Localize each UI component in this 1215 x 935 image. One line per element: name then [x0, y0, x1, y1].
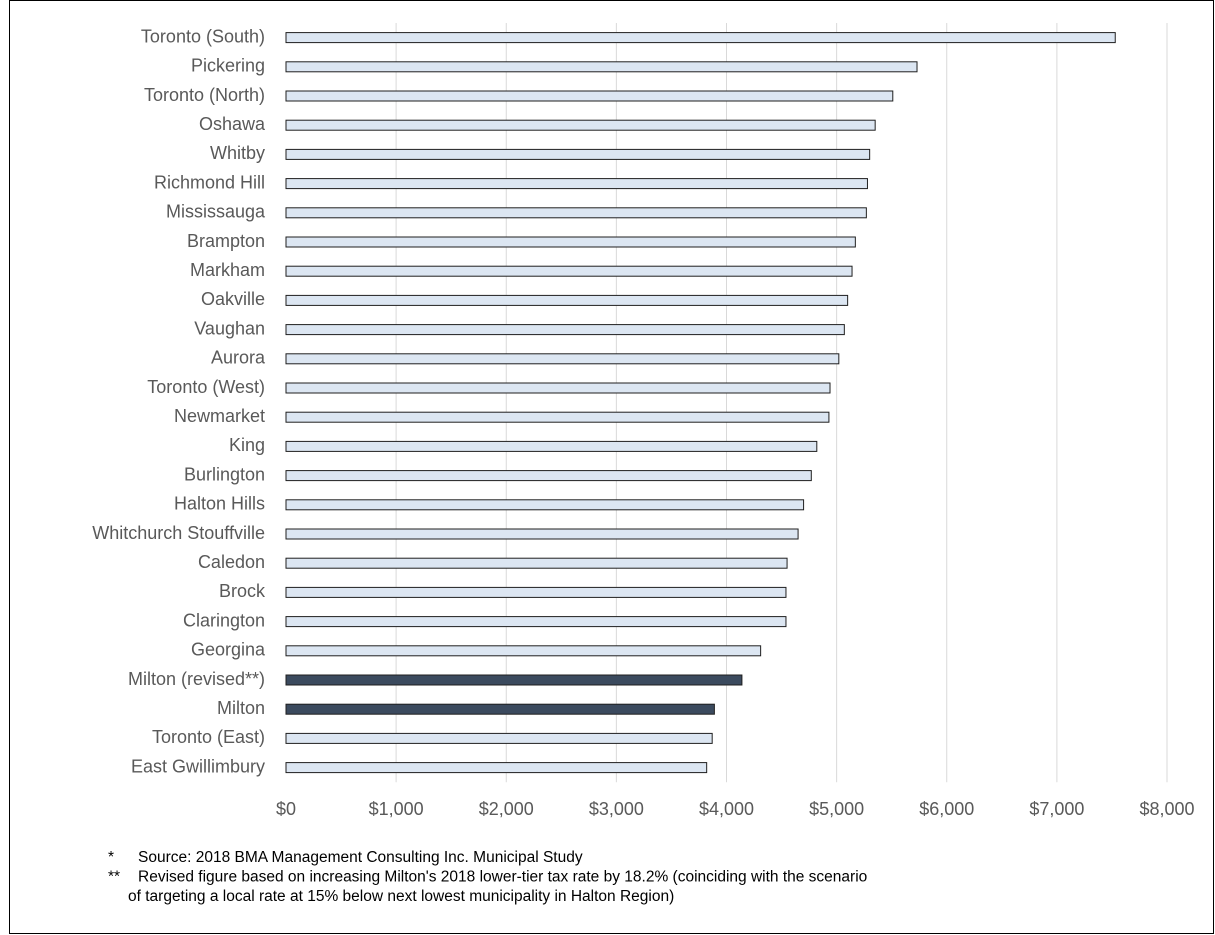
- x-tick-label: $8,000: [1139, 799, 1194, 819]
- category-label: Georgina: [191, 640, 266, 660]
- bar: [285, 557, 788, 569]
- x-tick-label: $7,000: [1029, 799, 1084, 819]
- note-marker: *: [108, 849, 114, 866]
- category-label: East Gwillimbury: [131, 756, 265, 776]
- category-label: Richmond Hill: [154, 172, 265, 192]
- category-label: Toronto (East): [152, 727, 265, 747]
- bar: [285, 265, 853, 277]
- bar: [285, 236, 856, 248]
- x-tick-label: $1,000: [369, 799, 424, 819]
- category-label: Milton (revised**): [128, 669, 265, 689]
- category-label: Toronto (South): [141, 26, 265, 46]
- note-text: Revised figure based on increasing Milto…: [138, 869, 867, 886]
- bar: [285, 616, 787, 628]
- bar: [285, 324, 845, 336]
- bar: [285, 90, 894, 102]
- category-label: Burlington: [184, 464, 265, 484]
- category-label: Vaughan: [194, 318, 265, 338]
- bar: [285, 703, 715, 715]
- bar: [285, 382, 831, 394]
- category-label: Clarington: [183, 610, 265, 630]
- bar: [285, 207, 867, 219]
- category-label: Whitchurch Stouffville: [92, 523, 265, 543]
- category-label: Newmarket: [174, 406, 265, 426]
- note-marker: **: [108, 869, 120, 886]
- x-tick-label: $2,000: [479, 799, 534, 819]
- category-label: Mississauga: [166, 202, 266, 222]
- bar: [285, 61, 918, 73]
- bar: [285, 178, 868, 190]
- bar: [285, 499, 805, 511]
- x-tick-label: $5,000: [809, 799, 864, 819]
- category-label: Oshawa: [199, 114, 266, 134]
- x-tick-label: $4,000: [699, 799, 754, 819]
- bar: [285, 294, 849, 306]
- bar: [285, 470, 812, 482]
- category-label: Aurora: [211, 348, 266, 368]
- x-tick-label: $0: [276, 799, 296, 819]
- category-label: Brock: [219, 581, 266, 601]
- x-tick-label: $3,000: [589, 799, 644, 819]
- bar: [285, 353, 840, 365]
- note-text: Source: 2018 BMA Management Consulting I…: [138, 849, 583, 866]
- category-label: Oakville: [201, 289, 265, 309]
- x-tick-label: $6,000: [919, 799, 974, 819]
- bar: [285, 645, 762, 657]
- bar: [285, 411, 830, 423]
- bar: [285, 674, 743, 686]
- category-label: Halton Hills: [174, 494, 265, 514]
- bar: [285, 32, 1116, 44]
- category-label: Markham: [190, 260, 265, 280]
- category-label: Brampton: [187, 231, 265, 251]
- category-label: Toronto (West): [147, 377, 265, 397]
- bar: [285, 440, 818, 452]
- category-label: Pickering: [191, 56, 265, 76]
- bar: [285, 762, 708, 774]
- category-label: Caledon: [198, 552, 265, 572]
- category-label: Milton: [217, 698, 265, 718]
- bar: [285, 119, 876, 131]
- category-label: King: [229, 435, 265, 455]
- bar: [285, 528, 799, 540]
- note-text: of targeting a local rate at 15% below n…: [128, 888, 674, 905]
- bar: [285, 732, 713, 744]
- category-label: Toronto (North): [144, 85, 265, 105]
- bar: [285, 586, 787, 598]
- bar: [285, 148, 871, 160]
- category-label: Whitby: [210, 143, 265, 163]
